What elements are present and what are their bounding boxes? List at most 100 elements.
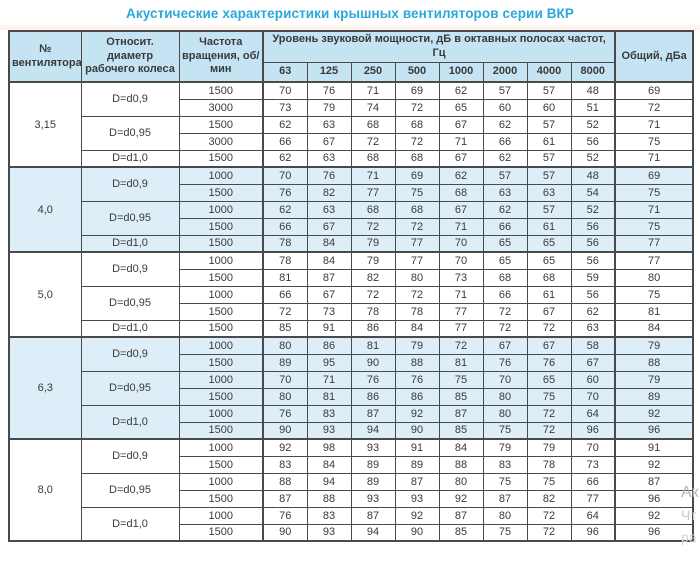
diameter-cell: D=d0,95	[80, 472, 180, 508]
level-cell: 70	[262, 370, 308, 389]
level-cell: 77	[350, 183, 396, 202]
level-cell: 65	[526, 251, 572, 270]
level-cell: 48	[570, 166, 616, 185]
level-cell: 67	[306, 217, 352, 236]
diameter-cell: D=d0,9	[80, 438, 180, 474]
level-cell: 92	[262, 438, 308, 457]
level-cell: 52	[570, 200, 616, 219]
total-cell: 92	[614, 506, 694, 525]
level-cell: 61	[526, 285, 572, 304]
table-row: D=d0,95 1000 70 71 76 76 75 70 65 60 79	[9, 370, 694, 406]
level-cell: 90	[394, 523, 440, 542]
level-cell: 70	[438, 251, 484, 270]
level-cell: 75	[482, 421, 528, 440]
total-cell: 96	[614, 523, 694, 542]
level-cell: 67	[438, 149, 484, 168]
level-cell: 75	[394, 183, 440, 202]
level-cell: 80	[262, 336, 308, 355]
level-cell: 94	[350, 523, 396, 542]
level-cell: 70	[570, 387, 616, 406]
table-row: 4,0 D=d0,9 1000 70 76 71 69 62 57 57 48 69	[8, 166, 694, 253]
level-cell: 69	[394, 81, 440, 100]
level-cell: 82	[526, 489, 572, 508]
total-cell: 77	[614, 234, 694, 253]
level-cell: 86	[394, 387, 440, 406]
level-cell: 61	[526, 217, 572, 236]
level-cell: 75	[526, 387, 572, 406]
total-cell: 92	[614, 455, 694, 474]
diameter-cell: D=d1,0	[80, 506, 180, 542]
table-row: D=d1,0 1000 76 83 87 92 87 80 72 64 92	[9, 404, 694, 440]
level-cell: 89	[350, 455, 396, 474]
level-cell: 89	[350, 472, 396, 491]
total-cell: 75	[614, 285, 694, 304]
table-header-row-bands: 63 125 250 500 1000 2000 4000 8000	[9, 61, 693, 83]
rpm-cell: 1000	[178, 200, 264, 219]
level-cell: 86	[350, 387, 396, 406]
rpm-cell: 1500	[178, 217, 264, 236]
rpm-cell: 1500	[178, 421, 264, 440]
total-cell: 81	[614, 302, 694, 321]
level-cell: 72	[350, 132, 396, 151]
diameter-cell: D=d0,9	[80, 336, 180, 372]
level-cell: 63	[570, 319, 616, 338]
total-cell: 72	[614, 98, 694, 117]
level-cell: 80	[482, 404, 528, 423]
level-cell: 77	[570, 489, 616, 508]
total-cell: 77	[614, 251, 694, 270]
level-cell: 82	[350, 268, 396, 287]
level-cell: 95	[306, 353, 352, 372]
table-row: 1500 81 87 82 80 73 68 68 59 80	[9, 268, 694, 287]
level-cell: 68	[482, 268, 528, 287]
level-cell: 84	[306, 234, 352, 253]
level-cell: 62	[482, 200, 528, 219]
level-cell: 67	[306, 285, 352, 304]
level-cell: 76	[394, 370, 440, 389]
level-cell: 65	[526, 234, 572, 253]
level-cell: 70	[262, 81, 308, 100]
level-cell: 68	[350, 115, 396, 134]
table-header: № вентилятора Относит. диаметр рабочего …	[8, 30, 694, 83]
level-cell: 68	[394, 115, 440, 134]
level-cell: 90	[394, 421, 440, 440]
level-cell: 78	[394, 302, 440, 321]
level-cell: 71	[438, 217, 484, 236]
level-cell: 62	[438, 166, 484, 185]
level-cell: 56	[570, 285, 616, 304]
level-cell: 68	[350, 149, 396, 168]
rpm-cell: 1500	[178, 353, 264, 372]
level-cell: 72	[526, 523, 572, 542]
level-cell: 70	[482, 370, 528, 389]
level-cell: 87	[350, 404, 396, 423]
level-cell: 68	[526, 268, 572, 287]
level-cell: 81	[350, 336, 396, 355]
level-cell: 65	[438, 98, 484, 117]
level-cell: 76	[306, 166, 352, 185]
level-cell: 76	[262, 404, 308, 423]
rpm-cell: 3000	[178, 132, 264, 151]
level-cell: 87	[262, 489, 308, 508]
level-cell: 52	[570, 149, 616, 168]
level-cell: 72	[394, 217, 440, 236]
level-cell: 51	[570, 98, 616, 117]
level-cell: 62	[570, 302, 616, 321]
level-cell: 62	[482, 115, 528, 134]
level-cell: 57	[526, 149, 572, 168]
header-rotation-freq: Частота вращения, об/мин	[178, 30, 264, 83]
level-cell: 76	[306, 81, 352, 100]
rpm-cell: 1500	[178, 455, 264, 474]
level-cell: 67	[570, 353, 616, 372]
level-cell: 80	[482, 506, 528, 525]
total-cell: 96	[614, 421, 694, 440]
level-cell: 93	[306, 421, 352, 440]
level-cell: 59	[570, 268, 616, 287]
rpm-cell: 1500	[178, 149, 264, 168]
level-cell: 87	[438, 404, 484, 423]
header-rel-diameter: Относит. диаметр рабочего колеса	[80, 30, 180, 83]
acoustic-characteristics-table: № вентилятора Относит. диаметр рабочего …	[8, 30, 695, 542]
level-cell: 79	[350, 251, 396, 270]
table-row: 1500 87 88 93 93 92 87 82 77 96	[9, 489, 694, 508]
header-band-1000: 1000	[438, 61, 484, 83]
level-cell: 80	[262, 387, 308, 406]
total-cell: 75	[614, 132, 694, 151]
